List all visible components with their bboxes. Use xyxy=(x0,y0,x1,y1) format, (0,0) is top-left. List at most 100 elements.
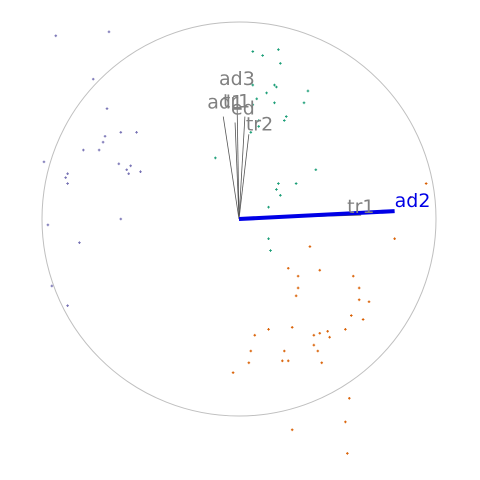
point-group3-30 xyxy=(320,361,324,365)
point-group1-12 xyxy=(129,164,132,168)
point-group2-14 xyxy=(257,119,260,122)
point-group3-26 xyxy=(249,349,253,353)
point-group3-20 xyxy=(328,335,331,339)
point-group3-35 xyxy=(290,428,294,432)
point-group3-15 xyxy=(361,318,365,321)
point-group3-24 xyxy=(253,333,257,337)
point-group2-23 xyxy=(267,205,270,209)
point-group1-1 xyxy=(54,34,58,38)
point-group2-13 xyxy=(302,101,306,105)
point-group2-19 xyxy=(214,156,217,160)
point-group1-2 xyxy=(107,30,111,34)
point-group1-22 xyxy=(78,241,81,244)
point-group1-15 xyxy=(127,172,130,175)
point-group2-10 xyxy=(251,103,255,107)
arrow-ed-3 xyxy=(234,122,240,220)
point-group3-2 xyxy=(409,196,412,199)
point-group1-21 xyxy=(46,223,50,227)
point-group3-33 xyxy=(348,396,351,400)
point-group2-4 xyxy=(279,62,282,65)
point-group3-31 xyxy=(231,371,235,374)
point-group1-5 xyxy=(135,131,138,134)
point-group3-25 xyxy=(316,349,320,353)
point-group1-19 xyxy=(66,182,69,185)
point-group2-17 xyxy=(284,115,288,118)
point-group2-11 xyxy=(273,101,276,105)
point-group1-23 xyxy=(50,284,54,288)
point-group3-3 xyxy=(393,237,396,240)
label-ed-3: ed xyxy=(231,97,255,119)
point-group1-6 xyxy=(103,134,107,138)
point-group1-16 xyxy=(66,172,69,175)
point-group1-18 xyxy=(64,176,67,179)
point-group2-2 xyxy=(251,50,255,53)
point-group3-23 xyxy=(267,328,270,331)
point-group3-11 xyxy=(294,294,298,298)
point-group2-5 xyxy=(273,83,276,87)
point-group2-3 xyxy=(261,54,264,57)
arrow-tr2-4 xyxy=(238,134,250,220)
point-group3-12 xyxy=(357,298,361,302)
point-group1-13 xyxy=(125,168,129,172)
point-group2-7 xyxy=(265,91,268,95)
point-group3-9 xyxy=(357,286,361,290)
label-tr2-4: tr2 xyxy=(246,113,273,135)
label-ad2-6: ad2 xyxy=(395,190,431,212)
point-group3-7 xyxy=(296,274,300,278)
point-group2-24 xyxy=(275,188,278,191)
point-group3-34 xyxy=(344,420,347,424)
point-group2-26 xyxy=(267,237,270,240)
point-group3-6 xyxy=(318,268,322,272)
point-group3-18 xyxy=(318,331,322,335)
point-group1-20 xyxy=(119,217,123,221)
point-group2-9 xyxy=(251,83,255,87)
point-group2-27 xyxy=(269,249,272,252)
arrow-ad3-0 xyxy=(236,100,240,220)
point-group3-1 xyxy=(424,182,428,185)
point-group3-29 xyxy=(286,359,290,363)
point-group3-32 xyxy=(247,361,251,365)
point-group3-4 xyxy=(308,245,312,248)
point-group3-14 xyxy=(349,314,353,317)
point-group3-16 xyxy=(344,328,347,331)
point-group2-6 xyxy=(275,85,278,89)
observation-points xyxy=(42,30,428,455)
point-group1-9 xyxy=(97,148,101,152)
point-group1-14 xyxy=(139,170,142,174)
point-group1-3 xyxy=(91,77,95,81)
point-group2-15 xyxy=(283,119,286,122)
point-group1-10 xyxy=(119,131,123,134)
arrow-ad2-6 xyxy=(238,209,395,221)
point-group1-7 xyxy=(101,140,105,144)
correlation-circle xyxy=(41,21,437,417)
point-group1-4 xyxy=(105,107,109,110)
point-group2-16 xyxy=(257,125,260,128)
arrow-ad1-1 xyxy=(222,116,240,220)
label-tr1-2: tr1 xyxy=(223,91,250,113)
point-group1-8 xyxy=(82,148,85,152)
point-group3-8 xyxy=(351,274,355,278)
point-group3-36 xyxy=(346,452,349,455)
label-ad3-0: ad3 xyxy=(219,68,255,90)
label-tr1-5: tr1 xyxy=(347,196,374,218)
point-group2-1 xyxy=(277,48,280,51)
point-group3-17 xyxy=(326,329,329,333)
point-group2-21 xyxy=(277,182,280,185)
point-group3-10 xyxy=(296,286,300,290)
point-group2-22 xyxy=(294,182,298,185)
point-group3-13 xyxy=(367,300,371,304)
point-group2-25 xyxy=(279,194,282,197)
point-group3-28 xyxy=(281,359,284,363)
point-group3-19 xyxy=(312,333,316,337)
arrow-tr1-2 xyxy=(238,116,246,220)
point-group2-12 xyxy=(306,89,310,93)
point-group1-24 xyxy=(66,304,69,307)
point-group3-21 xyxy=(290,326,294,329)
point-group3-27 xyxy=(283,349,286,353)
point-group2-18 xyxy=(249,131,253,134)
point-group1-11 xyxy=(117,162,121,166)
point-group3-22 xyxy=(312,343,316,347)
point-group2-20 xyxy=(314,168,318,172)
